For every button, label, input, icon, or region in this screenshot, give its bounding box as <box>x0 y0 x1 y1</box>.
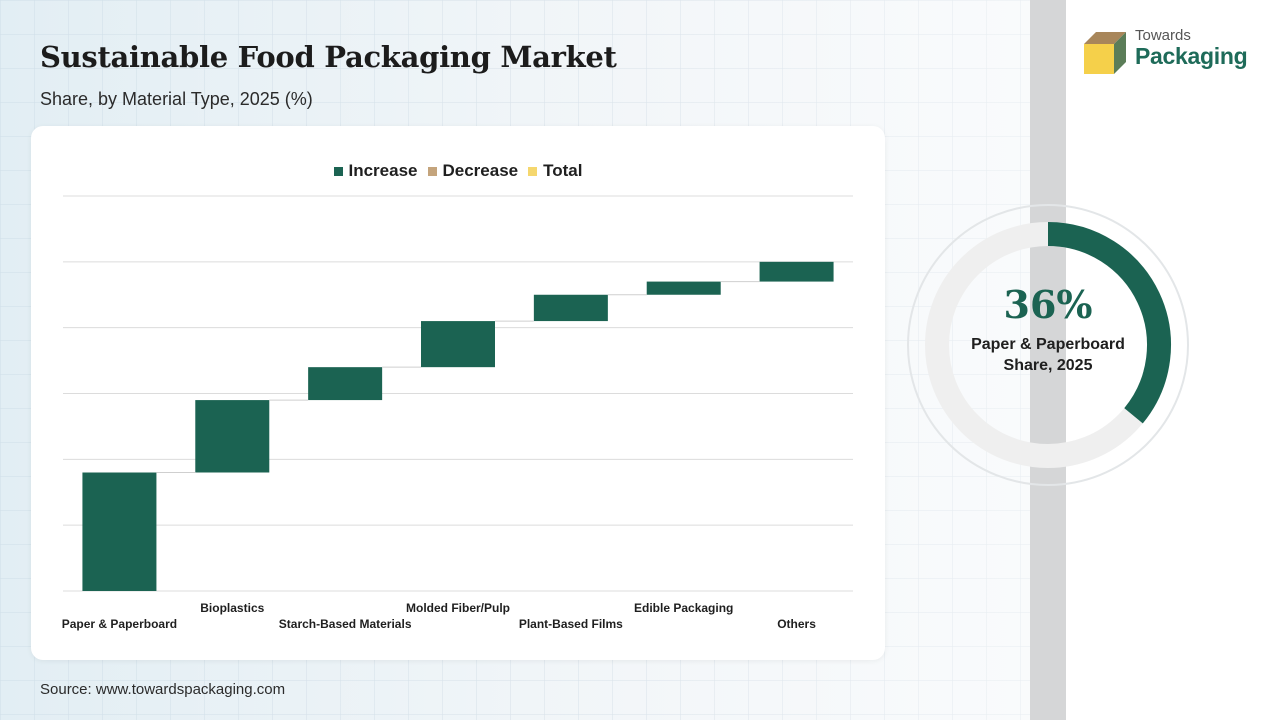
legend-swatch-increase <box>333 166 343 176</box>
legend-item-total: Total <box>528 161 582 181</box>
category-label: Plant-Based Films <box>519 617 623 631</box>
legend-label-increase: Increase <box>348 161 418 180</box>
legend-swatch-decrease <box>427 166 437 176</box>
legend-item-decrease: Decrease <box>427 161 519 181</box>
divider-strip <box>1030 0 1066 720</box>
legend-label-decrease: Decrease <box>442 161 519 180</box>
legend-swatch-total <box>528 166 538 176</box>
legend-item-increase: Increase <box>333 161 418 181</box>
logo-box-top <box>1084 32 1126 44</box>
right-panel <box>1066 0 1280 720</box>
page-title: Sustainable Food Packaging Market <box>40 40 617 74</box>
logo-text-towards: Towards <box>1135 27 1191 44</box>
category-label: Others <box>777 617 816 631</box>
waterfall-bar <box>82 472 157 591</box>
category-label: Starch-Based Materials <box>279 617 412 631</box>
towards-packaging-logo <box>1084 32 1126 74</box>
waterfall-bar <box>646 281 721 295</box>
donut-label: Paper & Paperboard Share, 2025 <box>971 336 1125 374</box>
legend-label-total: Total <box>543 161 583 180</box>
share-donut <box>907 204 1189 486</box>
logo-box-side <box>1114 32 1126 74</box>
waterfall-bar <box>308 367 383 401</box>
waterfall-bar <box>421 321 495 368</box>
category-label: Molded Fiber/Pulp <box>406 601 510 615</box>
waterfall-bar <box>533 294 608 322</box>
chart-legend: Increase Decrease Total <box>0 161 916 181</box>
source-note: Source: www.towardspackaging.com <box>40 681 286 698</box>
logo-box-front <box>1084 44 1114 74</box>
category-label: Bioplastics <box>200 601 264 615</box>
waterfall-bar <box>759 261 834 282</box>
donut-value: 36% <box>1003 282 1093 327</box>
page-subtitle: Share, by Material Type, 2025 (%) <box>40 89 313 109</box>
waterfall-bar <box>195 400 270 473</box>
donut-arc <box>1047 222 1171 424</box>
category-label: Edible Packaging <box>634 601 733 615</box>
donut-outer-ring <box>907 204 1189 486</box>
logo-text-packaging: Packaging <box>1135 43 1248 69</box>
category-label: Paper & Paperboard <box>62 617 177 631</box>
